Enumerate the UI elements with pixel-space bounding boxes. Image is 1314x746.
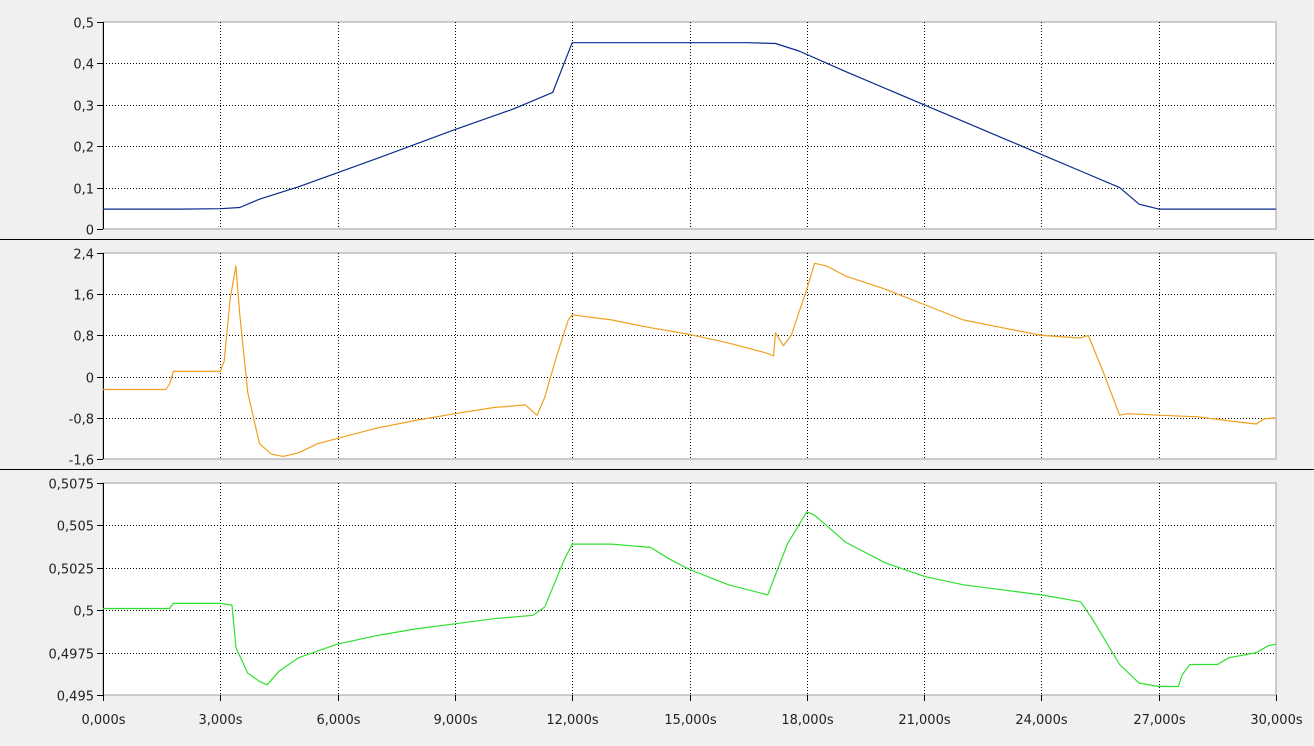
- panel-middle-ytick-label: -1,6: [69, 454, 94, 469]
- panel-bottom-ytick-label: 0,495: [57, 690, 94, 705]
- x-tick-label: 6,000s: [317, 713, 361, 728]
- panel-middle-ytick-label: -0,8: [69, 413, 94, 428]
- panel-bottom-ytick-label: 0,4975: [49, 648, 95, 663]
- panel-bottom-plot-area: [102, 482, 1277, 696]
- panel-top-plot-area: [102, 21, 1277, 230]
- panel-bottom: 0,495 0,4975 0,5 0,5025 0,505 0,5075: [49, 478, 1277, 705]
- panel-top-ytick-label: 0,2: [73, 141, 94, 156]
- panel-top: 0 0,1 0,2 0,3 0,4 0,5: [73, 17, 1277, 239]
- panel-bottom-ytick-label: 0,5025: [49, 563, 95, 578]
- panel-bottom-series: [103, 511, 1277, 688]
- panel-middle-ytick-label: 2,4: [73, 248, 94, 263]
- panel-bottom-ytick-label: 0,5: [73, 605, 94, 620]
- panel-top-ytick-label: 0: [86, 224, 94, 239]
- panel-middle-ytick-label: 0,8: [73, 330, 94, 345]
- x-tick-label: 18,000s: [781, 713, 833, 728]
- panel-top-series-line: [103, 42, 1276, 210]
- x-tick-label: 12,000s: [546, 713, 598, 728]
- x-tick-label: 0,000s: [82, 713, 126, 728]
- x-tick-label: 21,000s: [898, 713, 950, 728]
- panel-top-series: [103, 42, 1276, 210]
- panel-middle-series: [103, 262, 1277, 457]
- x-axis: 0,000s 3,000s 6,000s 9,000s 12,000s 15,000s 18…: [82, 695, 1303, 728]
- panel-middle-ytick-label: 1,6: [73, 289, 94, 304]
- panel-top-grid: [103, 22, 1276, 229]
- panel-bottom-grid: [103, 483, 1276, 695]
- panel-middle-y-axis: -1,6 -0,8 0 0,8 1,6 2,4: [69, 248, 104, 469]
- panel-middle-series-line: [103, 262, 1277, 457]
- panel-middle-ytick-label: 0: [86, 372, 94, 387]
- panel-middle: -1,6 -0,8 0 0,8 1,6 2,4: [69, 248, 1277, 469]
- x-tick-label: 15,000s: [664, 713, 716, 728]
- panel-top-ytick-label: 0,3: [73, 100, 94, 115]
- panel-bottom-series-line: [103, 511, 1277, 688]
- panel-top-y-axis: 0 0,1 0,2 0,3 0,4 0,5: [73, 17, 104, 239]
- panel-bottom-ytick-label: 0,505: [57, 520, 94, 535]
- panel-top-ytick-label: 0,5: [73, 17, 94, 32]
- panel-top-ytick-label: 0,1: [73, 183, 94, 198]
- panel-top-ytick-label: 0,4: [73, 58, 94, 73]
- panel-bottom-ytick-label: 0,5075: [49, 478, 95, 493]
- panel-middle-plot-area: [102, 252, 1277, 460]
- x-tick-label: 3,000s: [199, 713, 243, 728]
- x-tick-label: 30,000s: [1250, 713, 1302, 728]
- panel-middle-grid: [103, 253, 1276, 459]
- x-tick-label: 24,000s: [1015, 713, 1067, 728]
- x-tick-label: 9,000s: [434, 713, 478, 728]
- panel-bottom-y-axis: 0,495 0,4975 0,5 0,5025 0,505 0,5075: [49, 478, 104, 705]
- x-tick-label: 27,000s: [1133, 713, 1185, 728]
